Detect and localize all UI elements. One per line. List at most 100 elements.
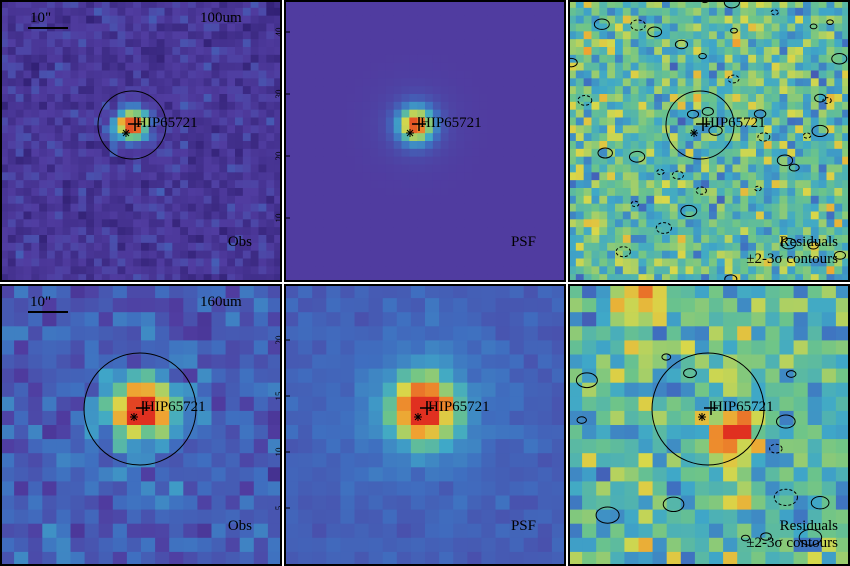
pixel [368,523,384,539]
pixel [211,195,220,205]
pixel [793,382,809,398]
pixel [315,7,324,17]
pixel [591,211,600,220]
pixel [258,258,267,267]
pixel [417,125,426,134]
pixel [156,70,165,79]
pixel [326,481,341,496]
pixel [677,180,686,189]
pixel [495,326,511,341]
pixel [425,523,440,539]
pixel [487,78,496,87]
pixel [425,172,434,181]
pixel [523,509,539,525]
pixel [242,86,252,95]
pixel [575,211,585,220]
pixel [70,62,79,71]
pixel [495,312,511,327]
pixel [763,195,773,205]
pixel [315,211,324,220]
pixel [669,109,679,118]
pixel [464,94,473,103]
pixel [630,242,639,252]
pixel [338,156,348,165]
pixel [709,15,718,24]
pixel [596,382,611,398]
pixel [250,86,259,95]
pixel [425,551,440,566]
pixel [677,39,686,48]
pixel [793,396,809,412]
pixel [779,39,788,48]
pixel [638,141,647,150]
pixel [638,258,647,267]
pixel [622,86,632,95]
pixel [195,62,205,71]
pixel [338,70,348,79]
pixel [748,78,757,87]
pixel [646,39,655,48]
pixel [78,86,87,95]
pixel [242,70,252,79]
pixel [591,219,600,228]
pixel [31,39,40,48]
pixel [235,125,244,134]
pixel [94,274,103,282]
pixel [156,94,165,103]
source-label: HIP65721 [144,399,206,415]
pixel [417,164,426,173]
pixel [98,467,114,482]
pixel [701,203,710,212]
pixel [195,54,205,64]
pixel [481,481,496,496]
pixel [652,326,668,341]
pixel [693,164,702,173]
pixel [818,109,827,118]
pixel [315,47,324,56]
pixel [771,133,780,142]
pixel [385,266,395,275]
pixel [409,133,418,142]
pixel [440,125,449,134]
pixel [169,551,184,566]
pixel [267,382,282,398]
pixel [511,47,520,56]
pixel [615,47,624,56]
pixel [31,31,40,40]
pixel [607,274,616,282]
pixel [432,235,442,244]
pixel [385,258,395,267]
pixel [31,172,40,181]
pixel [511,164,520,173]
pixel [47,117,56,126]
pixel [495,340,511,355]
pixel [526,242,536,252]
pixel [266,23,275,32]
pixel [417,172,426,181]
pixel [197,467,212,482]
pixel [141,537,156,553]
pixel [503,141,512,150]
pixel [417,54,426,64]
pixel [638,410,654,426]
pixel [662,211,671,220]
pixel [591,195,600,205]
pixel [550,39,559,48]
pixel [219,125,228,134]
pixel [716,180,726,189]
pixel [842,195,850,205]
pixel [70,164,79,173]
pixel [716,133,726,142]
pixel [662,15,671,24]
pixel [133,101,142,111]
pixel [141,15,150,24]
pixel [315,78,324,87]
pixel [810,203,820,212]
pixel [78,0,87,9]
pixel [583,141,592,150]
pixel [133,219,142,228]
pixel [362,164,371,173]
pixel [362,101,371,111]
pixel [23,70,32,79]
pixel [78,242,87,252]
